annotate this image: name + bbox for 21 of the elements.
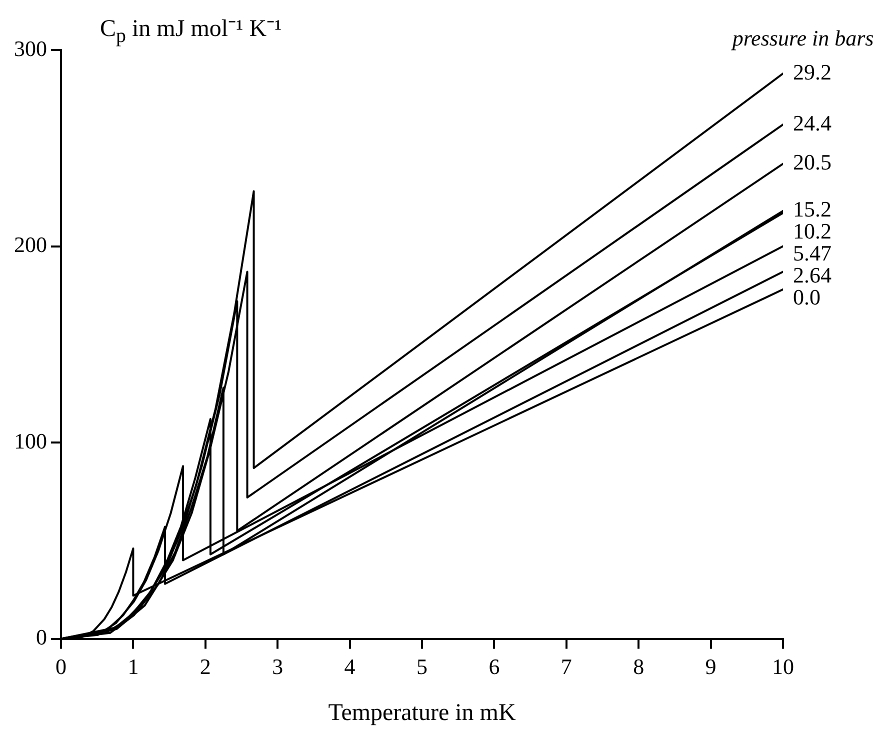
- x-tick-label: 2: [200, 654, 211, 679]
- x-tick-label: 5: [416, 654, 428, 679]
- y-axis-title: C$_{p}$ in mJ mol⁻¹ K⁻¹: [100, 15, 282, 48]
- x-tick-label: 4: [344, 654, 356, 679]
- series-label: 24.4: [793, 110, 832, 136]
- x-tick-label: 10: [772, 654, 794, 679]
- y-tick-label: 0: [36, 624, 47, 650]
- x-tick-label: 9: [705, 654, 716, 679]
- y-tick-label: 200: [14, 232, 47, 258]
- series-label: 20.5: [793, 150, 832, 175]
- y-tick-label: 100: [14, 428, 47, 454]
- x-tick-label: 7: [560, 654, 572, 679]
- y-tick-label: 300: [14, 36, 47, 61]
- x-tick-label: 8: [633, 654, 644, 679]
- legend-title: pressure in bars: [730, 25, 874, 50]
- series-label: 29.2: [793, 59, 832, 84]
- x-tick-label: 1: [128, 654, 139, 679]
- x-tick-label: 0: [56, 654, 66, 679]
- x-tick-label: 6: [488, 654, 500, 679]
- x-tick-label: 3: [272, 654, 284, 679]
- x-axis-title: Temperature in mK: [328, 700, 516, 726]
